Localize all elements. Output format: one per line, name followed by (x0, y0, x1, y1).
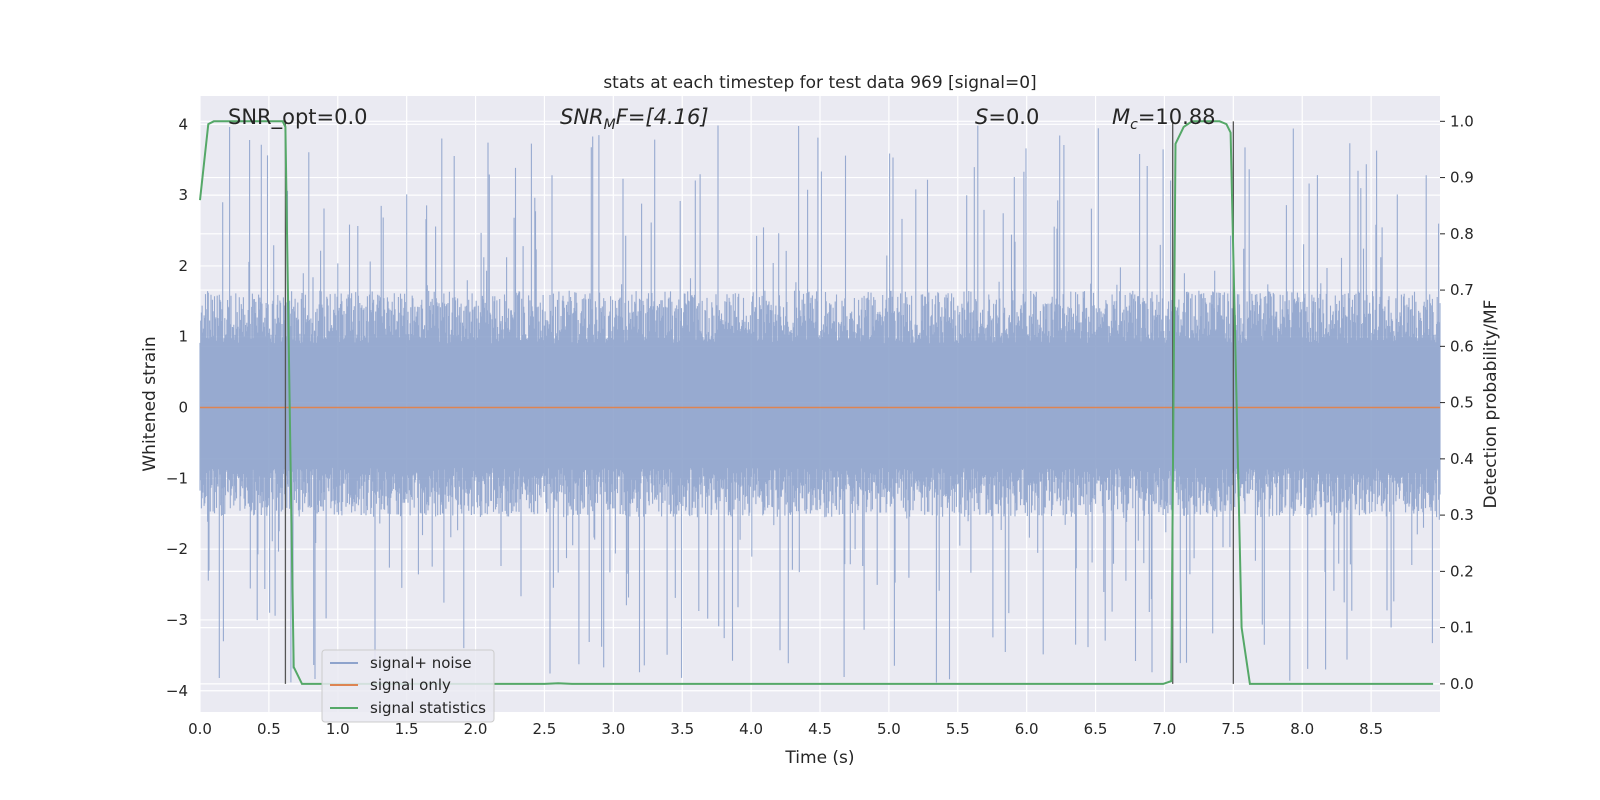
y-ticks-right: 1.0 0.9 0.8 0.7 0.6 0.5 0.4 0.3 0.2 0.1 0.0 (1440, 112, 1474, 693)
x-tick-label: 7.5 (1221, 720, 1245, 738)
y-tick-label-right: 0.9 (1450, 169, 1474, 187)
x-tick-label: 3.0 (601, 720, 625, 738)
y-axis-label: Whitened strain (140, 336, 160, 471)
y-tick-label: −2 (166, 540, 188, 558)
y-tick-label-right: 0.2 (1450, 562, 1474, 580)
x-tick-label: 1.0 (326, 720, 350, 738)
y-tick-label: 2 (178, 257, 188, 275)
y-tick-label: 4 (178, 115, 188, 133)
annotation-snr-mf-rest: F=[4.16] (616, 105, 709, 129)
y-tick-label: 3 (178, 186, 188, 204)
x-ticks: 0.0 0.5 1.0 1.5 2.0 2.5 3.0 3.5 4.0 4.5 5.0 5.5 6.0 6… (188, 720, 1383, 738)
legend-label-signal-only: signal only (370, 676, 451, 694)
y-axis-label-right: Detection probability/MF (1481, 300, 1501, 509)
y-tick-label-right: 1.0 (1450, 112, 1474, 130)
series-signal-statistics (199, 120, 1434, 685)
y-tick-label: −1 (166, 469, 188, 487)
x-tick-label: 7.0 (1153, 720, 1177, 738)
x-axis-label: Time (s) (784, 748, 854, 768)
y-tick-label: −4 (166, 682, 188, 700)
annotation-snr-opt: SNR_opt=0.0 (228, 105, 368, 130)
annotation-s-rest: =0.0 (988, 105, 1039, 129)
y-tick-label: 1 (178, 328, 188, 346)
annotation-snr-mf-base: SNR (560, 105, 604, 129)
x-tick-label: 3.5 (670, 720, 694, 738)
y-tick-label-right: 0.3 (1450, 506, 1474, 524)
annotation-mc-sub: c (1130, 117, 1138, 133)
y-ticks-left: 4 3 2 1 0 −1 −2 −3 −4 (166, 115, 188, 699)
y-tick-label: 0 (178, 399, 188, 417)
series-signal-statistics-line (199, 120, 1434, 685)
annotation-mc: Mc=10.88 (1112, 105, 1216, 133)
x-tick-label: 4.0 (739, 720, 763, 738)
annotation-snr-mf: SNRMF=[4.16] (560, 105, 709, 133)
x-tick-label: 2.5 (533, 720, 557, 738)
x-tick-label: 0.0 (188, 720, 212, 738)
y-tick-label-right: 0.0 (1450, 675, 1474, 693)
y-tick-label-right: 0.6 (1450, 337, 1474, 355)
legend-label-signal-statistics: signal statistics (370, 699, 486, 717)
x-tick-label: 5.0 (877, 720, 901, 738)
x-tick-label: 2.0 (464, 720, 488, 738)
legend: signal+ noise signal only signal statist… (321, 649, 495, 723)
legend-box (321, 649, 495, 723)
y-tick-label-right: 0.4 (1450, 450, 1474, 468)
x-tick-label: 4.5 (808, 720, 832, 738)
annotation-mc-base: M (1112, 105, 1130, 129)
x-tick-label: 0.5 (257, 720, 281, 738)
x-tick-label: 1.5 (395, 720, 419, 738)
y-tick-label-right: 0.7 (1450, 281, 1474, 299)
annotation-s-var: S (975, 105, 988, 129)
x-tick-label: 6.0 (1015, 720, 1039, 738)
x-tick-label: 5.5 (946, 720, 970, 738)
y-tick-label-right: 0.1 (1450, 619, 1474, 637)
y-tick-label-right: 0.8 (1450, 225, 1474, 243)
y-tick-label-right: 0.5 (1450, 394, 1474, 412)
y-tick-label: −3 (166, 611, 188, 629)
legend-label-signal-noise: signal+ noise (370, 654, 472, 672)
annotation-s: S=0.0 (975, 105, 1039, 129)
annotation-mc-rest: =10.88 (1138, 105, 1216, 129)
x-tick-label: 8.0 (1290, 720, 1314, 738)
chart-title: stats at each timestep for test data 969… (603, 73, 1036, 93)
x-tick-label: 6.5 (1084, 720, 1108, 738)
x-tick-label: 8.5 (1359, 720, 1383, 738)
annotation-snr-mf-sub: M (604, 117, 616, 133)
